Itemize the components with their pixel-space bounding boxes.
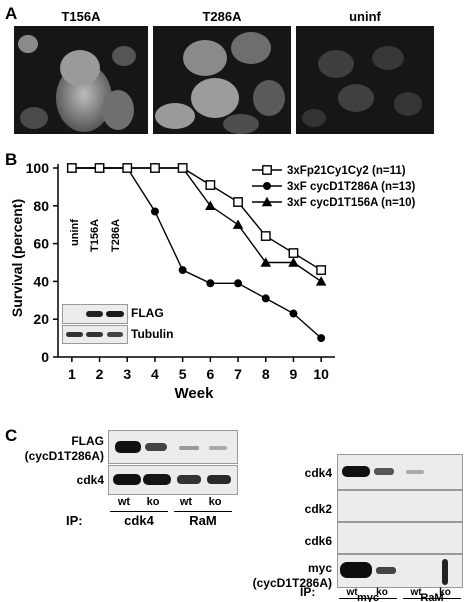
micrograph-uninf: [296, 26, 434, 134]
ip-lane-label-right: ko: [376, 587, 388, 598]
band-label-cdk4-right: cdk4: [304, 466, 332, 480]
micrograph-t156a: [14, 26, 148, 134]
legend-marker: [263, 182, 271, 190]
data-point: [122, 163, 133, 173]
ip-label: IP:: [66, 513, 83, 528]
ip-lane-label-right: wt: [410, 587, 422, 598]
legend-label: 3xF cycD1T286A (n=13): [287, 181, 416, 193]
data-point: [66, 163, 77, 173]
data-point: [150, 207, 159, 216]
inset-lane-label: T286A: [110, 218, 122, 252]
legend-entry: 3xF cycD1T156A (n=10): [252, 196, 416, 209]
legend-label: 3xF cycD1T156A (n=10): [287, 197, 416, 209]
y-tick-label: 0: [41, 349, 49, 365]
ip-group-ram: RaM: [189, 513, 217, 528]
blot-right-cdk2: [337, 490, 463, 522]
blot-left-flag: [108, 430, 238, 464]
blot-right-myc: [337, 554, 463, 588]
x-tick-label: 6: [206, 366, 214, 382]
y-tick-label: 60: [33, 236, 49, 252]
band-label-cycd1t286a: (cycD1T286A): [24, 449, 104, 463]
blot-right-cdk6: [337, 522, 463, 554]
survival-chart: Survival (percent) Week 0 20 40 60 80 100 1 2 3 4…: [9, 160, 416, 402]
data-point: [178, 266, 187, 275]
band-label-myc: myc: [307, 561, 332, 575]
blot-left-cdk4: [108, 465, 238, 495]
x-tick-label: 5: [179, 366, 187, 382]
data-point: [177, 163, 188, 173]
image-title-t286a: T286A: [202, 9, 242, 24]
x-tick-label: 3: [123, 366, 131, 382]
data-point: [260, 231, 271, 241]
data-point: [206, 279, 215, 288]
data-point: [205, 180, 216, 190]
inset-blot-tubulin: [62, 325, 128, 344]
band-label-cdk4: cdk4: [76, 473, 104, 487]
band-label-flag: FLAG: [71, 434, 104, 448]
y-axis-title: Survival (percent): [9, 199, 25, 317]
inset-blot-flag: [62, 304, 128, 324]
band-label-cdk2: cdk2: [304, 502, 332, 516]
series-open-square: [66, 163, 327, 275]
group-underline: [174, 511, 232, 512]
x-tick-label: 2: [96, 366, 104, 382]
legend-entry: 3xF cycD1T286A (n=13): [252, 181, 416, 193]
group-underline-right: [339, 598, 397, 599]
data-point: [260, 257, 271, 267]
data-point: [234, 279, 243, 288]
data-point: [94, 163, 105, 173]
ip-group-cdk4: cdk4: [124, 513, 154, 528]
data-point: [232, 219, 244, 229]
x-tick-label: 8: [262, 366, 270, 382]
data-point: [316, 265, 327, 275]
y-tick-label: 80: [33, 198, 49, 214]
x-tick-label: 7: [234, 366, 242, 382]
legend-marker: [261, 196, 273, 207]
data-point: [317, 334, 326, 343]
ip-lane-label-right: ko: [439, 587, 451, 598]
ip-lane-label: wt: [179, 496, 193, 508]
ip-lane-label: wt: [117, 496, 131, 508]
x-tick-label: 9: [290, 366, 298, 382]
series-line: [71, 167, 322, 271]
band-label-cdk6: cdk6: [304, 534, 332, 548]
data-point: [150, 163, 160, 173]
panel-b-letter: B: [5, 150, 18, 169]
data-point: [288, 248, 299, 258]
ip-lane-label: ko: [146, 496, 160, 508]
y-tick-label: 40: [33, 273, 49, 289]
data-point: [315, 276, 327, 286]
legend-label: 3xFp21Cy1Cy2 (n=11): [287, 165, 406, 177]
legend-entry: 3xFp21Cy1Cy2 (n=11): [252, 165, 406, 177]
image-title-t156a: T156A: [61, 9, 101, 24]
band-label-cycd1t286a-right: (cycD1T286A): [252, 576, 332, 590]
ip-label-right: IP:: [300, 585, 316, 599]
x-tick-label: 10: [313, 366, 329, 382]
x-tick-label: 4: [151, 366, 159, 382]
ip-lane-label-right: wt: [346, 587, 358, 598]
image-title-uninf: uninf: [349, 9, 381, 24]
panel-c-letter: C: [5, 426, 18, 445]
ip-lane-label: ko: [208, 496, 222, 508]
group-underline: [110, 511, 168, 512]
panel-a-letter: A: [5, 4, 18, 23]
y-tick-label: 20: [33, 311, 49, 327]
data-point: [205, 200, 216, 210]
inset-band-label-tubulin: Tubulin: [131, 327, 174, 341]
legend-marker: [262, 165, 272, 175]
x-axis-title: Week: [175, 385, 215, 402]
inset-lane-label: T156A: [89, 218, 101, 252]
y-tick-label: 100: [26, 160, 50, 176]
data-point: [233, 197, 243, 207]
x-tick-label: 1: [68, 366, 76, 382]
inset-band-label-flag: FLAG: [131, 306, 164, 320]
data-point: [288, 257, 299, 267]
inset-lane-label: uninf: [69, 219, 81, 246]
data-point: [261, 294, 270, 303]
data-point: [289, 309, 298, 318]
group-underline-right: [403, 598, 461, 599]
blot-right-cdk4: [337, 454, 463, 490]
micrograph-t286a: [153, 26, 291, 134]
